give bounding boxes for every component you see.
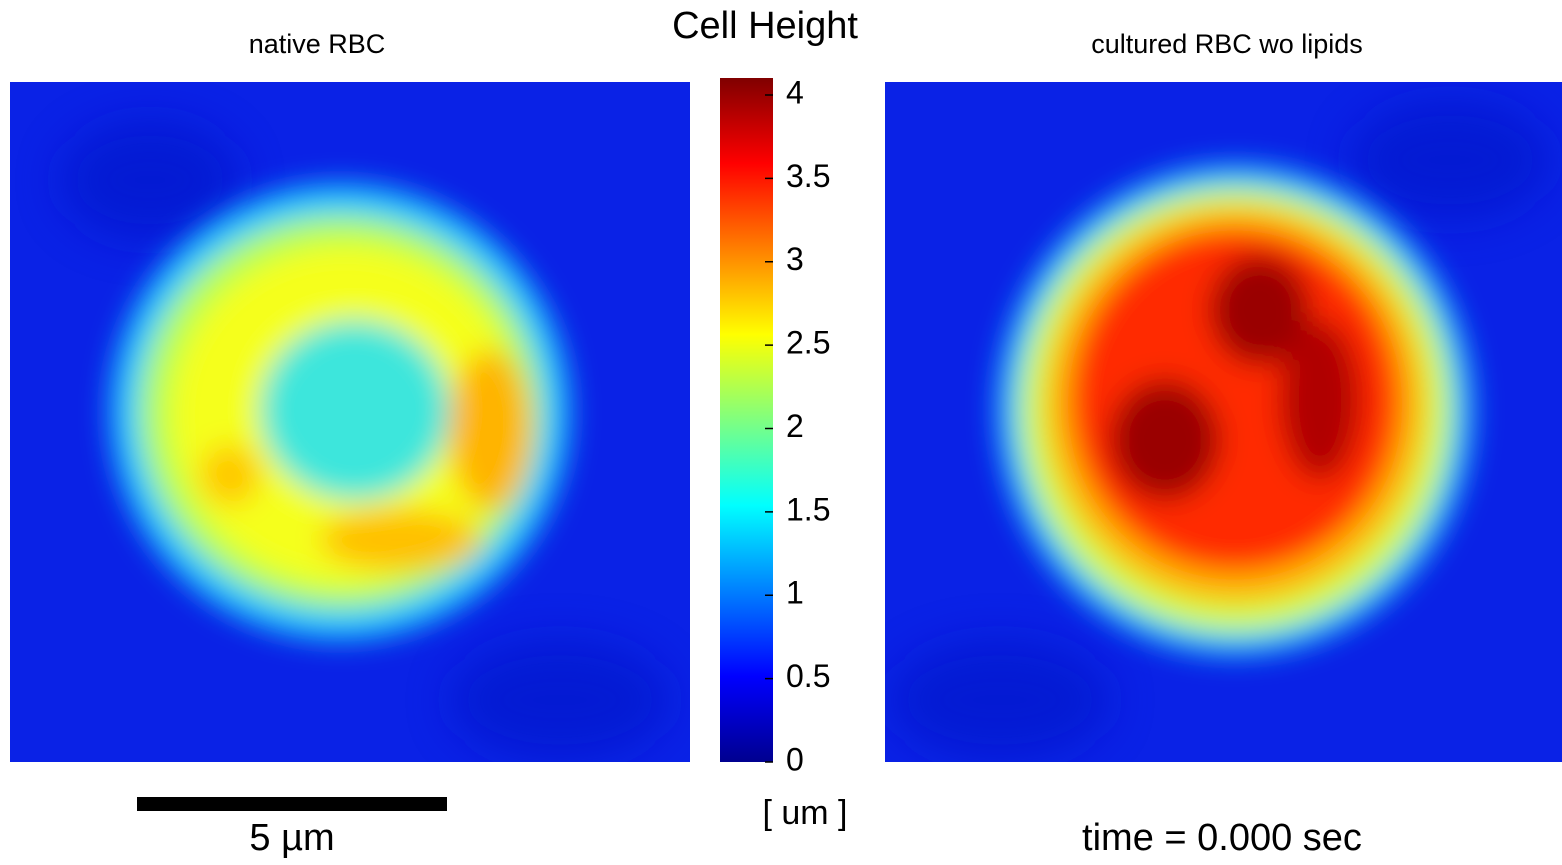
panel-title: cultured RBC wo lipids bbox=[1091, 29, 1363, 59]
panel-title: native RBC bbox=[249, 29, 386, 59]
colorbar-tick-label: 0 bbox=[786, 741, 804, 777]
colorbar bbox=[720, 78, 773, 762]
colorbar-tick-label: 2.5 bbox=[786, 325, 830, 361]
time-label: time = 0.000 sec bbox=[1082, 817, 1362, 859]
colorbar-tick-label: 1 bbox=[786, 575, 804, 611]
colorbar-tick-label: 2 bbox=[786, 408, 804, 444]
figure-title: Cell Height bbox=[672, 5, 858, 47]
scale-bar-label: 5 µm bbox=[249, 817, 334, 859]
scale-bar bbox=[137, 797, 447, 811]
colorbar-tick-label: 4 bbox=[786, 74, 804, 110]
height-map-left bbox=[10, 82, 690, 762]
colorbar-tick-label: 0.5 bbox=[786, 658, 830, 694]
colorbar-tick-label: 3.5 bbox=[786, 158, 830, 194]
colorbar-tick-label: 3 bbox=[786, 241, 804, 277]
colorbar-tick-label: 1.5 bbox=[786, 491, 830, 527]
colorbar-unit: [ um ] bbox=[762, 794, 847, 832]
height-map-right bbox=[885, 82, 1562, 762]
